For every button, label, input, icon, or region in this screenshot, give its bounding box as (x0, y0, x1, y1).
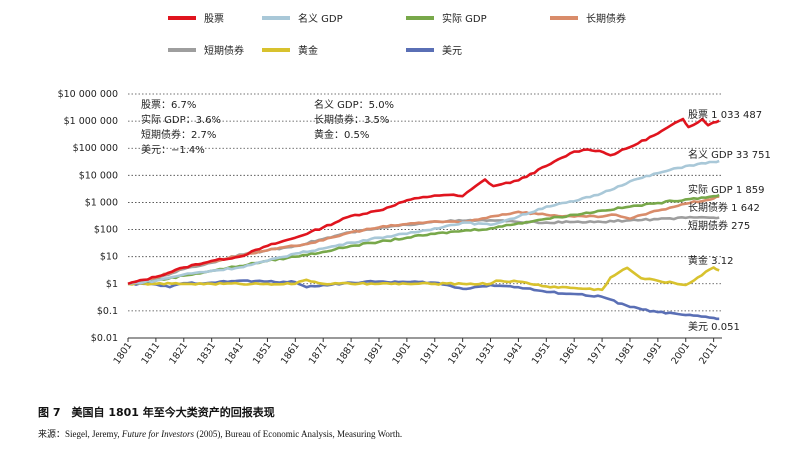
x-tick-label: 1991 (641, 340, 664, 366)
x-tick-label: 1881 (335, 340, 358, 366)
series-end-label: 美元 0.051 (688, 320, 740, 333)
legend-label: 短期债券 (204, 44, 244, 57)
legend-label: 实际 GDP (442, 12, 487, 25)
y-tick-label: $10 000 000 (58, 89, 118, 100)
x-axis: 1801 1811 1821 1831 1841 1851 1861 1871 1881 1891… (112, 338, 720, 367)
legend-label: 名义 GDP (298, 12, 343, 25)
x-tick-label: 1931 (474, 340, 497, 366)
y-tick-label: $100 (94, 225, 118, 236)
x-tick-label: 1951 (530, 340, 553, 366)
y-tick-label: $1 000 000 (64, 116, 118, 127)
legend-label: 长期债券 (586, 12, 626, 25)
grid (128, 93, 722, 339)
figure-caption: 图 7 美国自 1801 年至今大类资产的回报表现 (38, 406, 275, 419)
x-tick-label: 1811 (139, 340, 162, 366)
x-tick-label: 1901 (390, 340, 413, 366)
legend-label: 美元 (442, 44, 462, 57)
series-end-label: 名义 GDP 33 751 (688, 148, 771, 161)
y-tick-label: $10 (100, 252, 118, 263)
source-book-title: Future for Investors (121, 429, 195, 439)
series-lines (127, 117, 720, 321)
series-line (127, 117, 720, 286)
cagr-annotations: 股票：6.7% 实际 GDP：3.6% 短期债券：2.7% 美元：−1.4% 名义 GD… (141, 98, 394, 156)
series-end-label: 短期债券 275 (688, 219, 750, 232)
series-end-label: 黄金 3.12 (688, 254, 733, 267)
series-line (127, 266, 720, 292)
cagr-note: 短期债券：2.7% (141, 128, 216, 141)
y-tick-label: $100 000 (73, 143, 118, 154)
x-tick-label: 1821 (167, 340, 190, 366)
series-end-label: 长期债券 1 642 (688, 201, 760, 214)
source-suffix: (2005), Bureau of Economic Analysis, Mea… (194, 429, 403, 439)
y-tick-label: $0.01 (91, 333, 118, 344)
cagr-note: 长期债券：3.5% (314, 113, 389, 126)
legend-label: 黄金 (298, 44, 318, 57)
cagr-note: 实际 GDP：3.6% (141, 113, 221, 126)
x-tick-label: 1971 (586, 340, 609, 366)
x-tick-label: 1831 (195, 340, 218, 366)
x-tick-label: 1851 (251, 340, 274, 366)
x-tick-label: 1841 (223, 340, 246, 366)
x-tick-label: 1891 (363, 340, 386, 366)
x-tick-label: 2001 (669, 340, 692, 366)
source-prefix: 来源：Siegel, Jeremy, (38, 429, 122, 439)
series-end-label: 股票 1 033 487 (688, 109, 762, 121)
y-tick-label: $10 000 (79, 170, 118, 181)
y-axis: $10 000 000 $1 000 000 $100 000 $10 000 $1 0… (58, 89, 722, 344)
end-labels: 股票 1 033 487 名义 GDP 33 751 实际 GDP 1 859 长期债… (688, 109, 771, 333)
x-tick-label: 1861 (279, 340, 302, 366)
source-note: 来源：Siegel, Jeremy, Future for Investors … (38, 427, 402, 440)
cagr-note: 黄金：0.5% (314, 128, 369, 141)
legend-label: 股票 (204, 13, 224, 25)
x-tick-label: 1941 (502, 340, 525, 366)
series-line (127, 159, 720, 286)
x-tick-label: 1801 (112, 340, 135, 366)
y-tick-label: $1 000 (85, 197, 118, 208)
x-tick-label: 1981 (614, 340, 637, 366)
cagr-note: 股票：6.7% (141, 99, 196, 111)
x-tick-label: 1961 (558, 340, 581, 366)
cagr-note: 名义 GDP：5.0% (314, 98, 394, 111)
x-tick-label: 2011 (697, 340, 720, 366)
series-line (127, 279, 720, 321)
cagr-note: 美元：−1.4% (141, 143, 205, 156)
y-tick-label: $1 (106, 279, 118, 290)
y-tick-label: $0.1 (97, 306, 118, 317)
x-tick-label: 1871 (307, 340, 330, 366)
x-tick-label: 1921 (446, 340, 469, 366)
series-line (127, 215, 720, 286)
series-end-label: 实际 GDP 1 859 (688, 183, 764, 196)
x-tick-label: 1911 (418, 340, 441, 366)
